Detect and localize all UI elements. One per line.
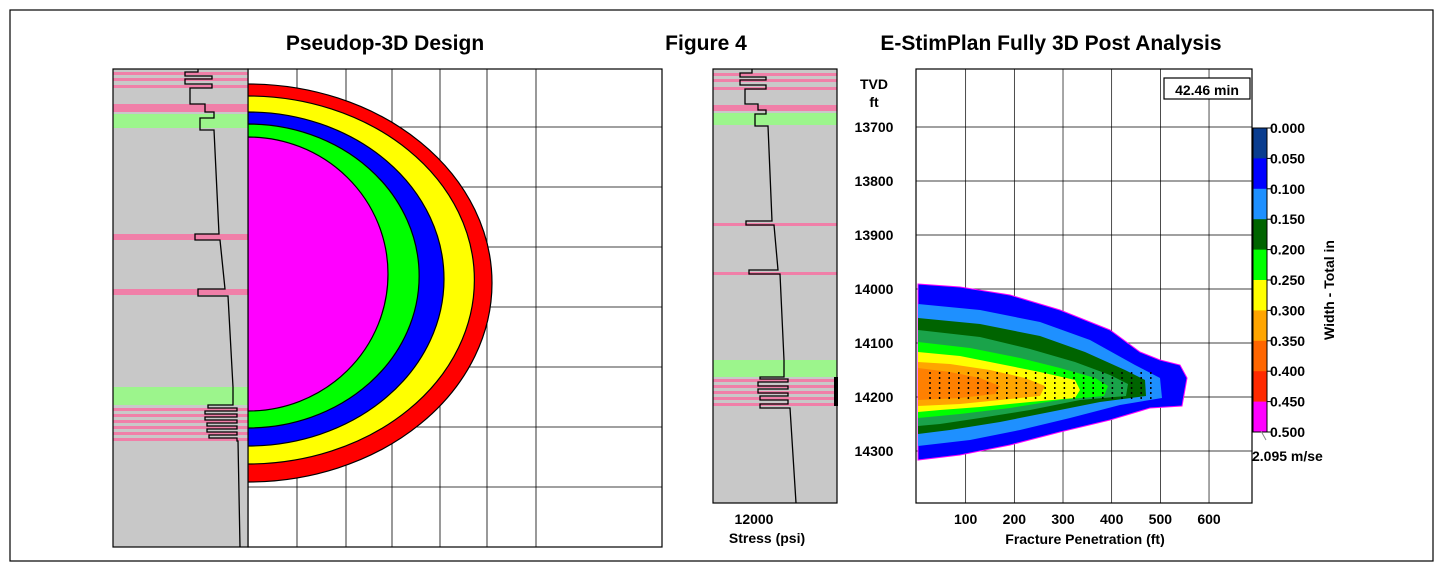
colorbar-tick-0.200: 0.200 — [1270, 242, 1305, 258]
colorbar-tick-0.450: 0.450 — [1270, 394, 1305, 410]
colorbar-tick-0.050: 0.050 — [1270, 150, 1305, 166]
x-tick-200: 200 — [1003, 511, 1027, 527]
colorbar-tick-0.100: 0.100 — [1270, 181, 1305, 197]
colorbar-tick-0.400: 0.400 — [1270, 363, 1305, 379]
colorbar-label: Width - Total in — [1321, 240, 1337, 340]
colorbar-swatch-1 — [1253, 158, 1267, 190]
stress-log-right-mark — [834, 377, 838, 406]
colorbar-swatch-2 — [1253, 188, 1267, 220]
colorbar-swatch-6 — [1253, 310, 1267, 342]
stress-log-profile — [739, 69, 797, 504]
colorbar-swatch-7 — [1253, 340, 1267, 372]
colorbar-tick-0.350: 0.350 — [1270, 333, 1305, 349]
x-axis-label: Fracture Penetration (ft) — [1005, 531, 1164, 547]
colorbar-swatch-3 — [1253, 219, 1267, 251]
colorbar-swatch-0 — [1253, 128, 1267, 159]
title-center: Figure 4 — [665, 32, 747, 55]
p3d-strata-bands — [113, 72, 248, 441]
colorbar-tick-0.250: 0.250 — [1270, 272, 1305, 288]
stress-log-column — [713, 69, 837, 503]
stress-log-frame — [712, 68, 838, 504]
y-axis-title: TVD — [860, 76, 888, 92]
perforation-marks — [929, 372, 1152, 402]
colorbar-tick-0.000: 0.000 — [1270, 120, 1305, 136]
pseudo3d-panel — [112, 68, 663, 548]
colorbar-swatch-9 — [1253, 401, 1267, 433]
ring-magenta — [247, 136, 389, 412]
stress-log-panel: 12000 Stress (psi) — [712, 68, 838, 546]
colorbar-tick-0.300: 0.300 — [1270, 302, 1305, 318]
y-tick-14200: 14200 — [855, 389, 894, 405]
colorbar-footer: 2.095 m/se — [1252, 448, 1323, 464]
x-tick-300: 300 — [1051, 511, 1075, 527]
p3d-fracture-rings — [247, 83, 493, 483]
p3d-stress-profile — [184, 69, 241, 548]
y-tick-13700: 13700 — [855, 119, 894, 135]
colorbar-tick-labels: 0.000 0.050 0.100 0.150 0.200 0.250 0.300 0.350… — [1267, 120, 1305, 440]
colorbar-footer-arrow — [1260, 430, 1267, 441]
y-tick-13800: 13800 — [855, 173, 894, 189]
stress-tick-label: 12000 — [735, 511, 774, 527]
title-left: Pseudop-3D Design — [286, 32, 484, 55]
p3d-strata-frame — [112, 68, 249, 548]
y-tick-14100: 14100 — [855, 335, 894, 351]
y-tick-13900: 13900 — [855, 227, 894, 243]
time-label: 42.46 min — [1175, 82, 1239, 98]
x-tick-400: 400 — [1100, 511, 1124, 527]
colorbar-tick-0.150: 0.150 — [1270, 211, 1305, 227]
colorbar-swatch-4 — [1253, 249, 1267, 281]
p3d-strata-column — [113, 69, 248, 547]
y-tick-14000: 14000 — [855, 281, 894, 297]
time-box — [1163, 77, 1251, 100]
colorbar-tick-0.500: 0.500 — [1270, 424, 1305, 440]
colorbar-swatch-8 — [1253, 371, 1267, 403]
contour-panel: 42.46 min TVD ft 13700 13800 13900 14000 141… — [855, 68, 1337, 547]
title-right: E-StimPlan Fully 3D Post Analysis — [880, 32, 1221, 55]
colorbar-swatch-5 — [1253, 280, 1267, 311]
y-tick-14300: 14300 — [855, 443, 894, 459]
x-tick-500: 500 — [1149, 511, 1173, 527]
y-tick-labels: 13700 13800 13900 14000 14100 14200 14300 — [855, 119, 894, 459]
x-tick-100: 100 — [954, 511, 978, 527]
x-tick-labels: 100 200 300 400 500 600 — [954, 511, 1221, 527]
width-colorbar — [1252, 127, 1268, 433]
x-tick-600: 600 — [1197, 511, 1221, 527]
stress-axis-label: Stress (psi) — [729, 530, 805, 546]
y-axis-unit: ft — [869, 94, 879, 110]
